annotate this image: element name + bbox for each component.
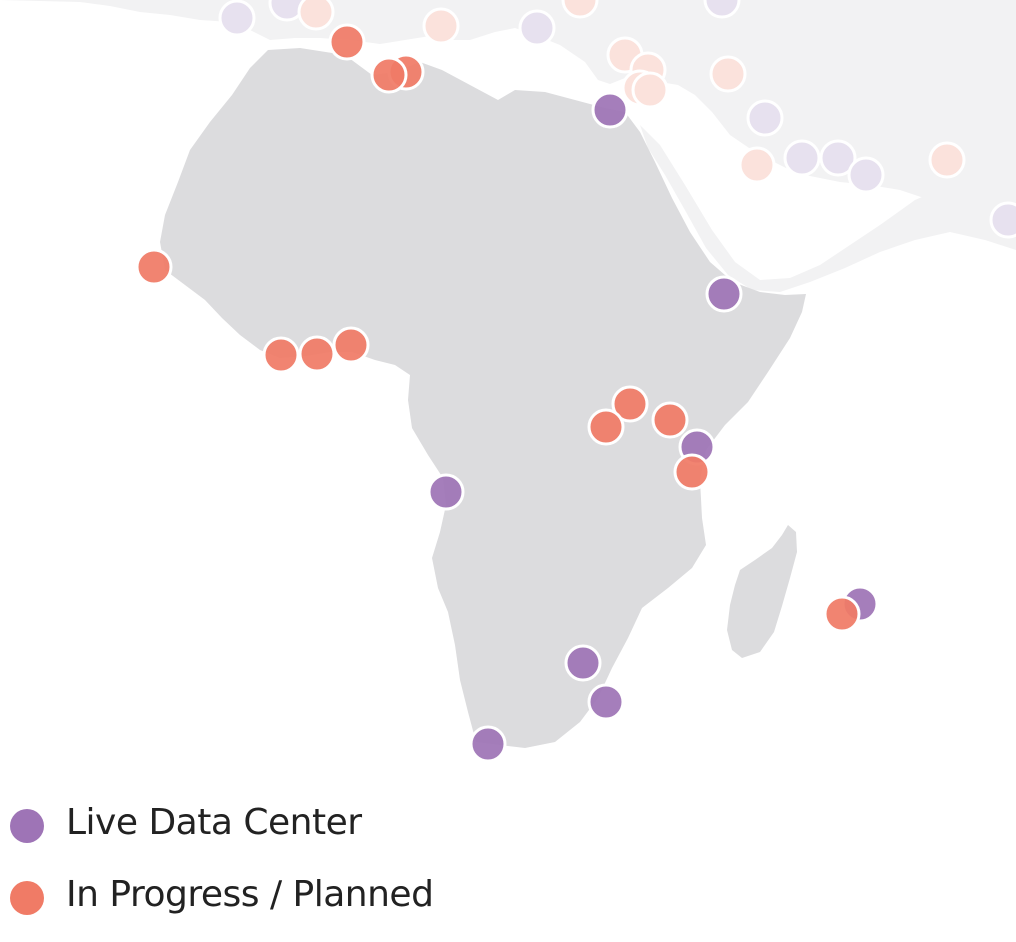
land-madagascar — [727, 525, 797, 658]
planned-data-center-marker[interactable] — [328, 23, 366, 61]
planned-data-center-marker[interactable] — [262, 336, 300, 374]
faded-live-marker[interactable] — [218, 0, 256, 37]
live-data-center-marker[interactable] — [705, 275, 743, 313]
faded-live-marker[interactable] — [819, 139, 857, 177]
planned-data-center-marker[interactable] — [823, 595, 861, 633]
faded-live-marker[interactable] — [847, 156, 885, 194]
in-progress-planned-dot-icon — [10, 881, 44, 915]
planned-data-center-marker[interactable] — [651, 401, 689, 439]
faded-planned-marker[interactable] — [297, 0, 335, 31]
planned-data-center-marker[interactable] — [611, 385, 649, 423]
legend-label-planned: In Progress / Planned — [66, 874, 434, 915]
planned-data-center-marker[interactable] — [673, 453, 711, 491]
land-africa — [160, 48, 806, 748]
planned-data-center-marker[interactable] — [587, 408, 625, 446]
faded-live-marker[interactable] — [746, 99, 784, 137]
planned-data-center-marker[interactable] — [370, 56, 408, 94]
faded-live-marker[interactable] — [703, 0, 741, 19]
land-europe-faded — [0, 0, 1016, 250]
faded-planned-marker[interactable] — [561, 0, 599, 19]
live-data-center-marker[interactable] — [427, 473, 465, 511]
faded-planned-marker[interactable] — [422, 7, 460, 45]
faded-live-marker[interactable] — [518, 9, 556, 47]
legend-label-live: Live Data Center — [66, 802, 362, 843]
live-data-center-marker[interactable] — [587, 683, 625, 721]
live-data-center-marker[interactable] — [469, 725, 507, 763]
faded-live-marker[interactable] — [989, 201, 1016, 239]
marker-layer — [135, 0, 1016, 763]
planned-data-center-marker[interactable] — [298, 335, 336, 373]
faded-planned-marker[interactable] — [928, 141, 966, 179]
live-data-center-dot-icon — [10, 809, 44, 843]
faded-planned-marker[interactable] — [709, 55, 747, 93]
planned-data-center-marker[interactable] — [135, 248, 173, 286]
faded-planned-marker[interactable] — [738, 146, 776, 184]
faded-planned-marker[interactable] — [631, 71, 669, 109]
africa-data-center-map — [0, 0, 1016, 763]
faded-live-marker[interactable] — [783, 139, 821, 177]
land-arabia-faded — [640, 125, 1016, 292]
live-data-center-marker[interactable] — [564, 644, 602, 682]
live-data-center-marker[interactable] — [591, 91, 629, 129]
planned-data-center-marker[interactable] — [332, 326, 370, 364]
